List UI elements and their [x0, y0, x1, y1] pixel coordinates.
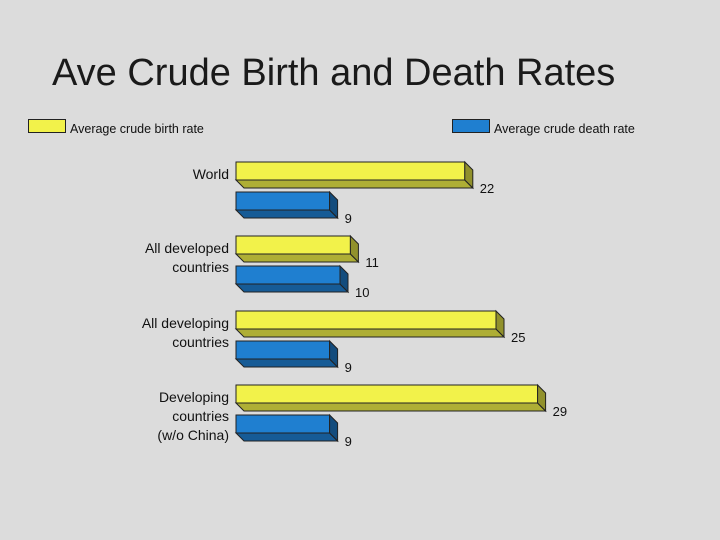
legend-swatch-death-rate	[452, 119, 490, 133]
category-label: World	[193, 166, 229, 182]
category-label: All developing countries	[142, 315, 229, 350]
bar-death-rate	[234, 413, 339, 443]
bar-birth-rate	[234, 383, 547, 413]
value-label-death-rate: 9	[345, 434, 352, 449]
bar-birth-rate	[234, 309, 506, 339]
category-label: Developing countries (w/o China)	[157, 389, 229, 443]
bar-birth-rate	[234, 160, 475, 190]
value-label-birth-rate: 29	[553, 404, 567, 419]
bar-death-rate	[234, 190, 339, 220]
category-label: All developed countries	[145, 240, 229, 275]
value-label-birth-rate: 22	[480, 181, 494, 196]
legend-item-death-rate: Average crude death rate	[452, 116, 635, 136]
bar-birth-rate	[234, 234, 360, 264]
legend-swatch-birth-rate	[28, 119, 66, 133]
value-label-death-rate: 9	[345, 360, 352, 375]
value-label-birth-rate: 11	[365, 255, 379, 270]
legend-item-birth-rate: Average crude birth rate	[28, 116, 204, 136]
value-label-birth-rate: 25	[511, 330, 525, 345]
chart-title: Ave Crude Birth and Death Rates	[52, 52, 616, 94]
bar-death-rate	[234, 339, 339, 369]
value-label-death-rate: 10	[355, 285, 369, 300]
value-label-death-rate: 9	[345, 211, 352, 226]
bar-death-rate	[234, 264, 350, 294]
legend-label-birth-rate: Average crude birth rate	[70, 122, 204, 136]
legend-label-death-rate: Average crude death rate	[494, 122, 635, 136]
